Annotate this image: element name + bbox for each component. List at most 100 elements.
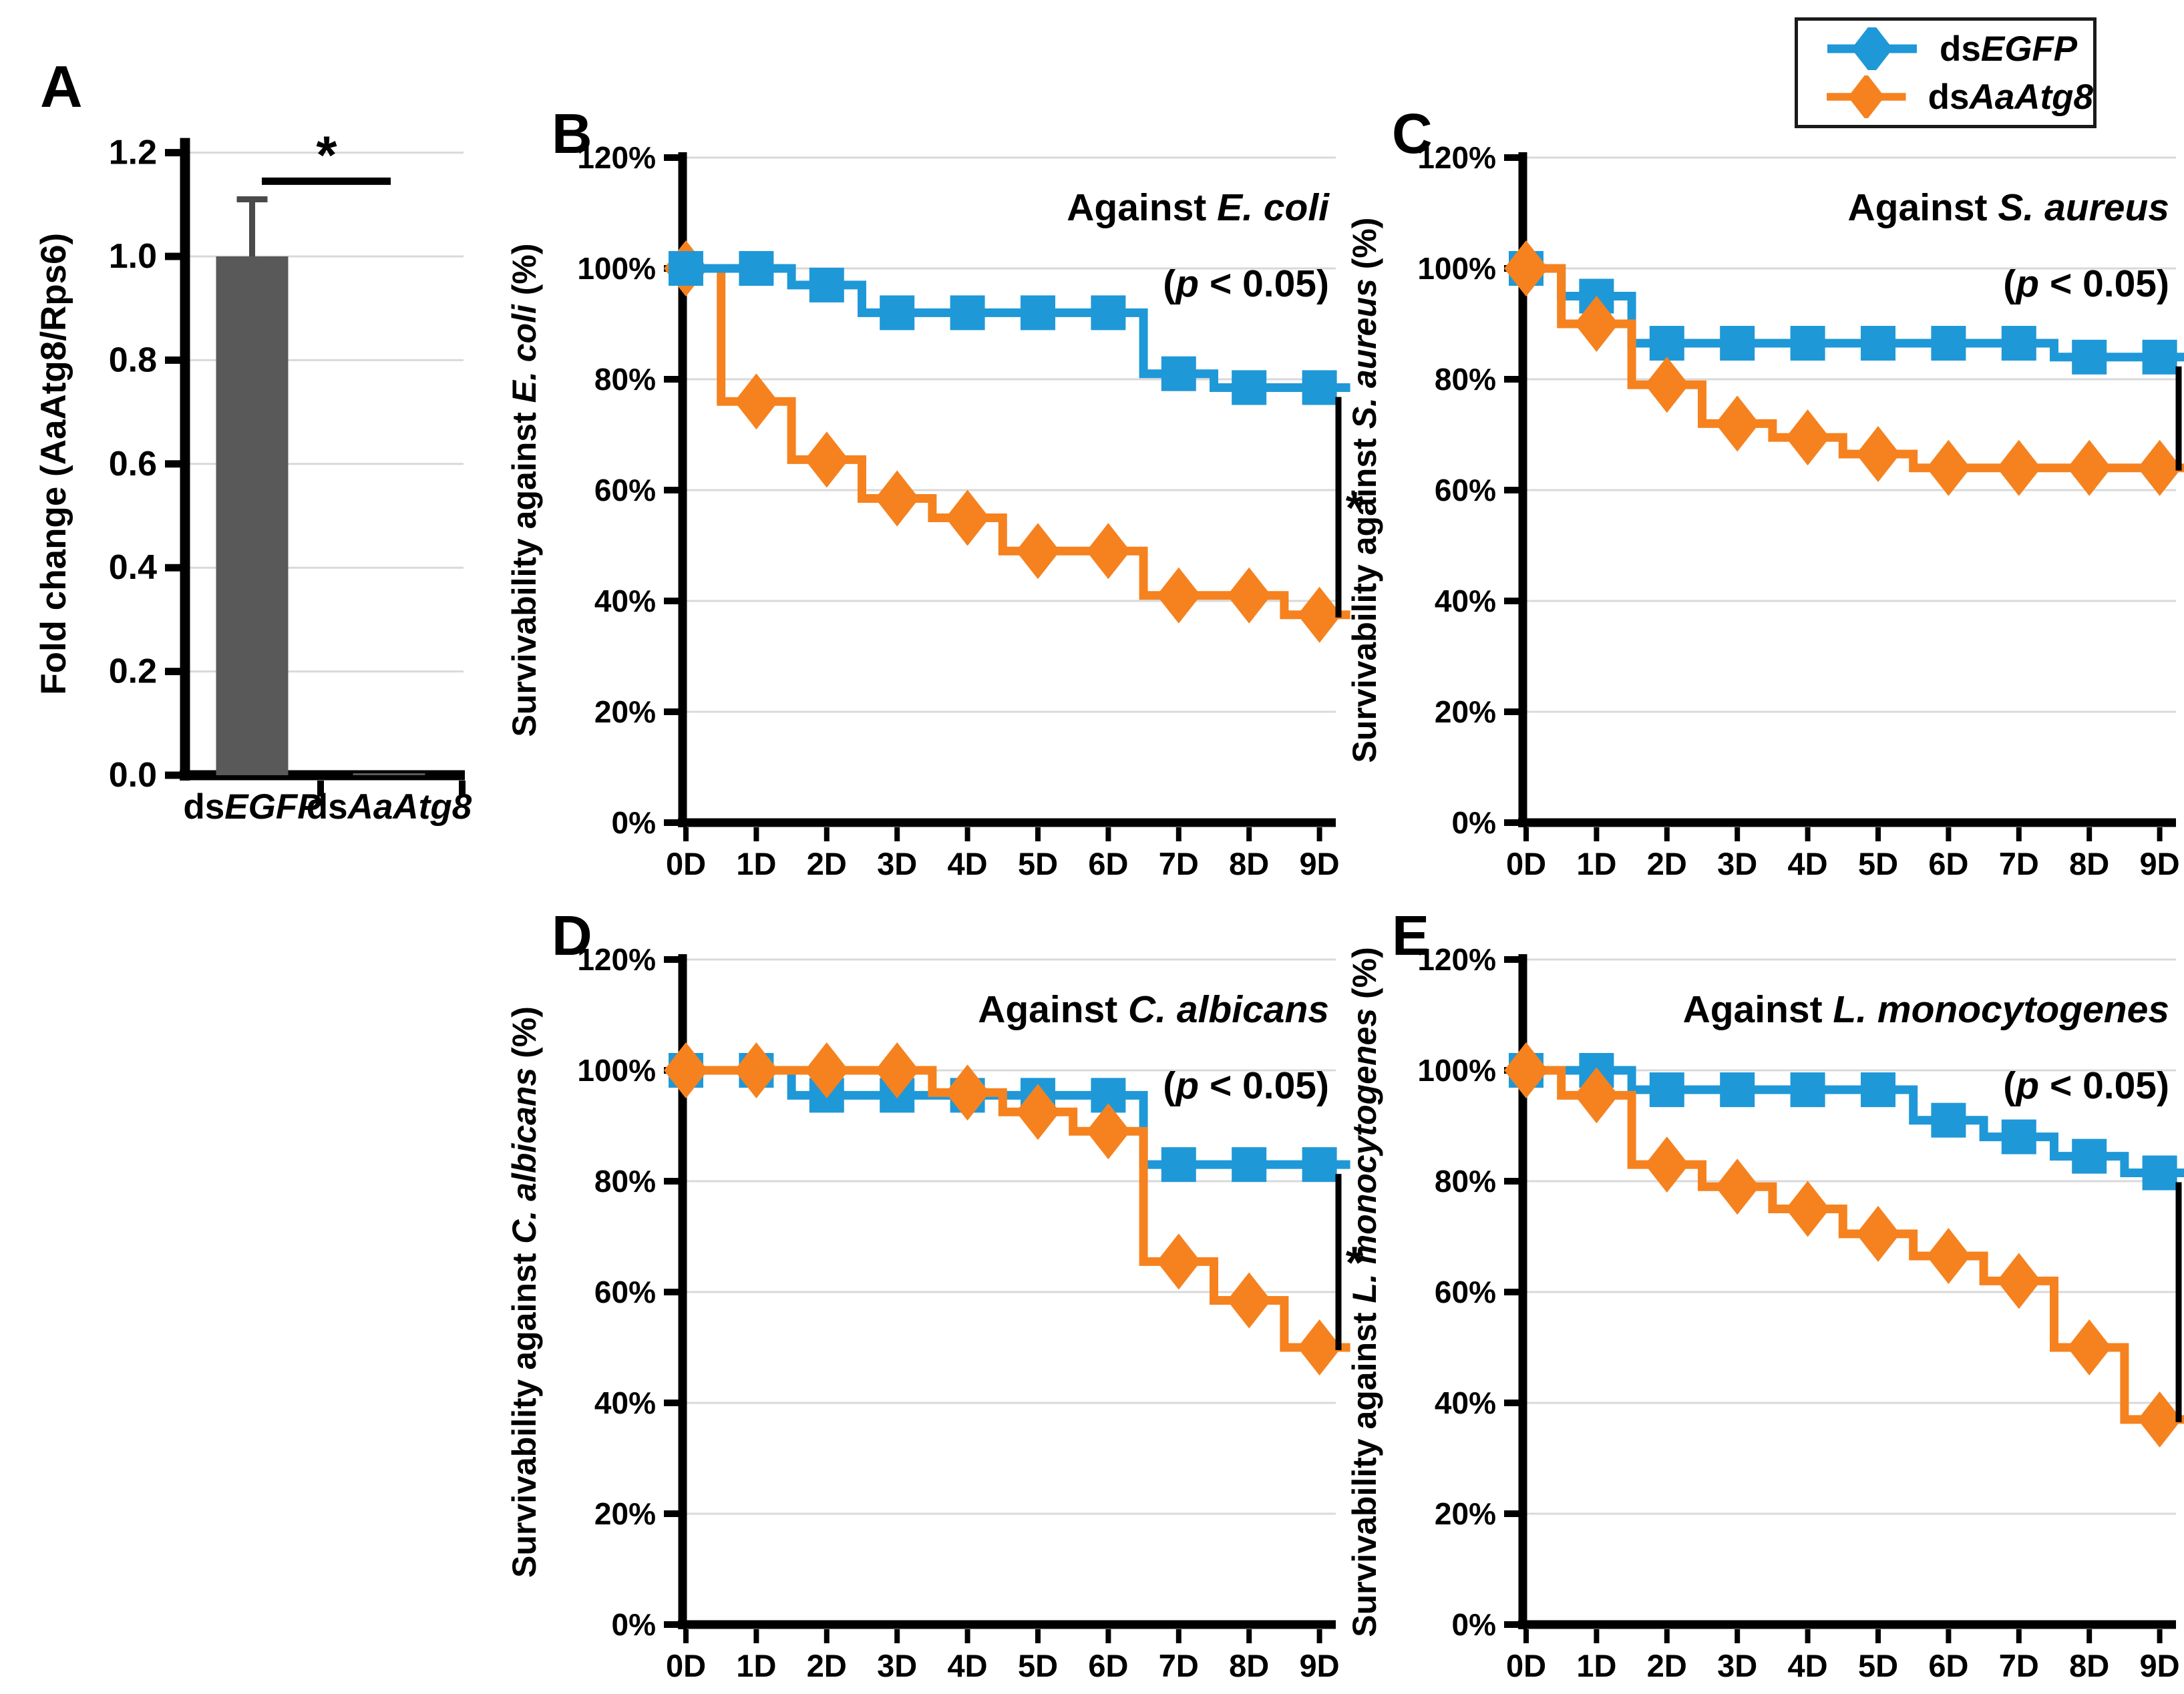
x-tick-label-9D: 9D — [1300, 1648, 1340, 1683]
y-tick-label-100: 100% — [577, 251, 656, 286]
x-tick-label-5D: 5D — [1858, 846, 1898, 881]
dsEGFP-marker-6D — [1091, 295, 1126, 331]
y-tick-label-20: 20% — [594, 694, 656, 729]
survival-chart-s-aureus: 0% 20% 40% 60% 80% 100% 120% 0D 1D 2D 3D 4D 5D 6D 7D 8D… — [1346, 140, 2184, 881]
y-tick-label-0.4: 0.4 — [109, 548, 157, 587]
x-tick-label-4D: 4D — [948, 1648, 988, 1683]
italic-text-segment: S. aureus — [1346, 278, 1383, 429]
text-segment: ( — [1163, 1064, 1175, 1107]
dsAaAtg8-marker-4D — [945, 1064, 990, 1121]
x-tick-label-1D: 1D — [1576, 1648, 1616, 1683]
survival-chart-l-monocytogenes: 0% 20% 40% 60% 80% 100% 120% 0D 1D 2D 3D 4D 5D 6D 7D 8D… — [1346, 942, 2184, 1683]
dsEGFP-marker-7D — [2001, 1119, 2036, 1154]
y-tick-label-120: 120% — [577, 140, 656, 175]
text-segment: < 0.05) — [1199, 1064, 1329, 1107]
chart-pvalue: (p < 0.05) — [2003, 262, 2169, 305]
chart-title: Against S. aureus — [1848, 186, 2169, 229]
x-tick-label-9D: 9D — [1300, 846, 1340, 881]
y-tick-label-40: 40% — [1435, 584, 1496, 618]
panel-e-survival-chart: E 0% 20% 40% 60% 80% 100% 120% 0D 1D 2D 3D 4D 5D 6D 7D… — [1334, 906, 2184, 1694]
x-tick-label-2D: 2D — [807, 1648, 847, 1683]
panel-b-letter: B — [552, 102, 592, 165]
y-tick-label-0.0: 0.0 — [109, 756, 157, 795]
italic-text-segment: S. aureus — [1998, 186, 2169, 229]
y-tick-label-1.2: 1.2 — [109, 134, 157, 172]
series-dsAaAtg8-line — [1526, 1066, 2184, 1424]
fold-change-bar-chart: 0.00.20.40.60.81.01.2 *dsEGFPdsAaAtg8Fold… — [34, 125, 472, 827]
text-segment: Against — [1848, 186, 1998, 229]
y-tick-label-0.2: 0.2 — [109, 652, 157, 691]
x-tick-label-7D: 7D — [1159, 1648, 1199, 1683]
italic-text-segment: p — [1174, 1064, 1199, 1107]
x-tick-label-3D: 3D — [877, 1648, 917, 1683]
dsAaAtg8-marker-0D — [664, 1042, 708, 1098]
series-dsAaAtg8-markers — [1504, 240, 2182, 496]
x-tick-label-6D: 6D — [1928, 1648, 1968, 1683]
dsEGFP-marker-9D — [1302, 1147, 1337, 1183]
dsAaAtg8-marker-8D — [2067, 439, 2112, 496]
series-dsAaAtg8-line — [686, 264, 1350, 620]
dsAaAtg8-marker-3D — [875, 470, 920, 527]
dsaaatg8-line-marker-icon — [1827, 75, 1906, 118]
dsEGFP-marker-3D — [880, 295, 915, 331]
x-tick-label-0D: 0D — [666, 846, 706, 881]
dsAaAtg8-marker-8D — [2067, 1319, 2112, 1375]
dsEGFP-marker-2D — [1649, 326, 1684, 361]
dsAaAtg8-marker-6D — [1086, 1103, 1131, 1160]
x-tick-label-6D: 6D — [1088, 846, 1128, 881]
italic-text-segment: C. albicans — [1128, 988, 1329, 1031]
y-tick-label-40: 40% — [594, 584, 656, 618]
text-segment: ( — [2003, 1064, 2016, 1107]
y-tick-label-100: 100% — [1417, 251, 1496, 286]
dsEGFP-marker-8D — [2072, 339, 2107, 375]
chart-legend: dsEGFP dsAaAtg8 — [1795, 17, 2097, 128]
text-segment: (%) — [506, 243, 543, 304]
x-tick-label-3D: 3D — [877, 846, 917, 881]
legend-row-dsegfp: dsEGFP — [1822, 27, 2093, 70]
x-tick-label-7D: 7D — [1159, 846, 1199, 881]
dsAaAtg8-marker-7D — [1996, 1253, 2041, 1309]
italic-text-segment: E. coli — [1217, 186, 1330, 229]
y-tick-label-60: 60% — [1435, 473, 1496, 507]
legend-row-dsaaatg8: dsAaAtg8 — [1822, 75, 2093, 118]
x-tick-label-6D: 6D — [1088, 1648, 1128, 1683]
dsEGFP-marker-9D — [1302, 370, 1337, 405]
x-tick-label-1D: 1D — [736, 1648, 776, 1683]
y-tick-label-120: 120% — [1417, 942, 1496, 977]
italic-text-segment: p — [2014, 262, 2039, 305]
dsAaAtg8-marker-4D — [1785, 409, 1830, 466]
y-tick-label-20: 20% — [1435, 1496, 1496, 1531]
y-tick-label-120: 120% — [577, 942, 656, 977]
text-segment: Survivability against — [506, 403, 543, 736]
dsEGFP-marker-5D — [1861, 326, 1895, 361]
y-tick-label-0: 0% — [1452, 1607, 1496, 1642]
dsEGFP-marker-3D — [1720, 326, 1755, 361]
dsEGFP-marker-2D — [809, 267, 844, 302]
x-tick-label-5D: 5D — [1018, 1648, 1058, 1683]
dsAaAtg8-marker-1D — [734, 373, 779, 430]
dsAaAtg8-marker-2D — [1644, 1136, 1689, 1193]
dsAaAtg8-marker-0D — [1504, 240, 1548, 296]
y-tick-label-1.0: 1.0 — [109, 237, 157, 276]
y-tick-label-60: 60% — [594, 473, 656, 507]
y-tick-label-100: 100% — [577, 1053, 656, 1088]
panel-d-letter: D — [552, 904, 592, 967]
text-segment: Survivability against — [1346, 429, 1383, 763]
x-tick-label-1D: 1D — [1576, 846, 1616, 881]
dsEGFP-marker-8D — [1232, 370, 1267, 405]
dsAaAtg8-marker-6D — [1086, 523, 1131, 580]
x-tick-label-3D: 3D — [1717, 846, 1757, 881]
dsEGFP-marker-5D — [1021, 295, 1055, 331]
x-tick-label-2D: 2D — [1647, 1648, 1687, 1683]
text-segment: Against — [978, 988, 1128, 1031]
dsAaAtg8-marker-7D — [1156, 1233, 1201, 1290]
text-segment: Against — [1683, 988, 1833, 1031]
y-tick-label-80: 80% — [594, 362, 656, 397]
italic-text-segment: E. coli — [506, 304, 543, 403]
y-tick-label-0.8: 0.8 — [109, 341, 157, 379]
dsEGFP-marker-2D — [1649, 1072, 1684, 1108]
dsEGFP-marker-4D — [950, 295, 985, 331]
y-tick-label-60: 60% — [1435, 1275, 1496, 1309]
x-tick-label-7D: 7D — [1999, 1648, 2039, 1683]
panel-c-letter: C — [1392, 102, 1433, 165]
